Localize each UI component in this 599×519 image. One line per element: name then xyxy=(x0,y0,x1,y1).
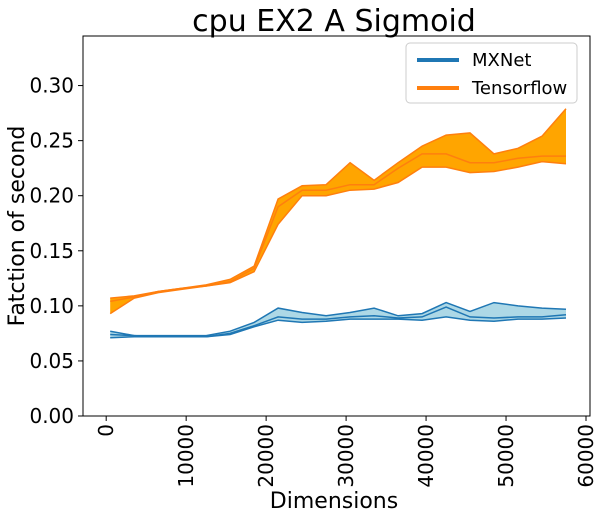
upper-line-tensorflow xyxy=(110,108,567,299)
mean-line-tensorflow xyxy=(110,153,566,303)
x-tick-label: 0 xyxy=(94,424,118,437)
x-tick-label: 60000 xyxy=(574,424,598,488)
x-tick-label: 10000 xyxy=(174,424,198,488)
x-tick-label: 40000 xyxy=(414,424,438,488)
upper-line-mxnet xyxy=(110,301,567,337)
x-axis: 0 10000 20000 30000 40000 50000 60000 xyxy=(94,416,598,488)
y-tick-label: 0.05 xyxy=(29,349,74,373)
lower-line-tensorflow xyxy=(109,160,567,315)
y-axis: 0.00 0.05 0.10 0.15 0.20 0.25 0.30 xyxy=(29,74,83,428)
y-axis-label: Fatction of second xyxy=(5,126,30,327)
y-tick-label: 0.25 xyxy=(29,129,74,153)
series-layer xyxy=(109,108,567,339)
y-tick-label: 0.30 xyxy=(29,74,74,98)
plot-frame xyxy=(82,35,591,417)
band-mxnet xyxy=(110,302,566,338)
x-tick-label: 50000 xyxy=(494,424,518,488)
legend: MXNet Tensorflow xyxy=(405,42,578,104)
x-tick-label: 20000 xyxy=(254,424,278,488)
series-mxnet xyxy=(110,301,567,339)
x-tick-label: 30000 xyxy=(334,424,358,488)
band-tensorflow xyxy=(110,108,566,314)
series-tensorflow xyxy=(109,108,567,315)
chart-title: cpu EX2 A Sigmoid xyxy=(192,4,476,39)
y-tick-label: 0.15 xyxy=(29,239,74,263)
y-tick-label: 0.20 xyxy=(29,184,74,208)
y-tick-label: 0.00 xyxy=(29,404,74,428)
y-tick-label: 0.10 xyxy=(29,294,74,318)
x-axis-label: Dimensions xyxy=(270,489,398,514)
legend-label-tensorflow: Tensorflow xyxy=(471,78,567,99)
mean-line-mxnet xyxy=(110,306,567,338)
legend-label-mxnet: MXNet xyxy=(472,50,531,71)
